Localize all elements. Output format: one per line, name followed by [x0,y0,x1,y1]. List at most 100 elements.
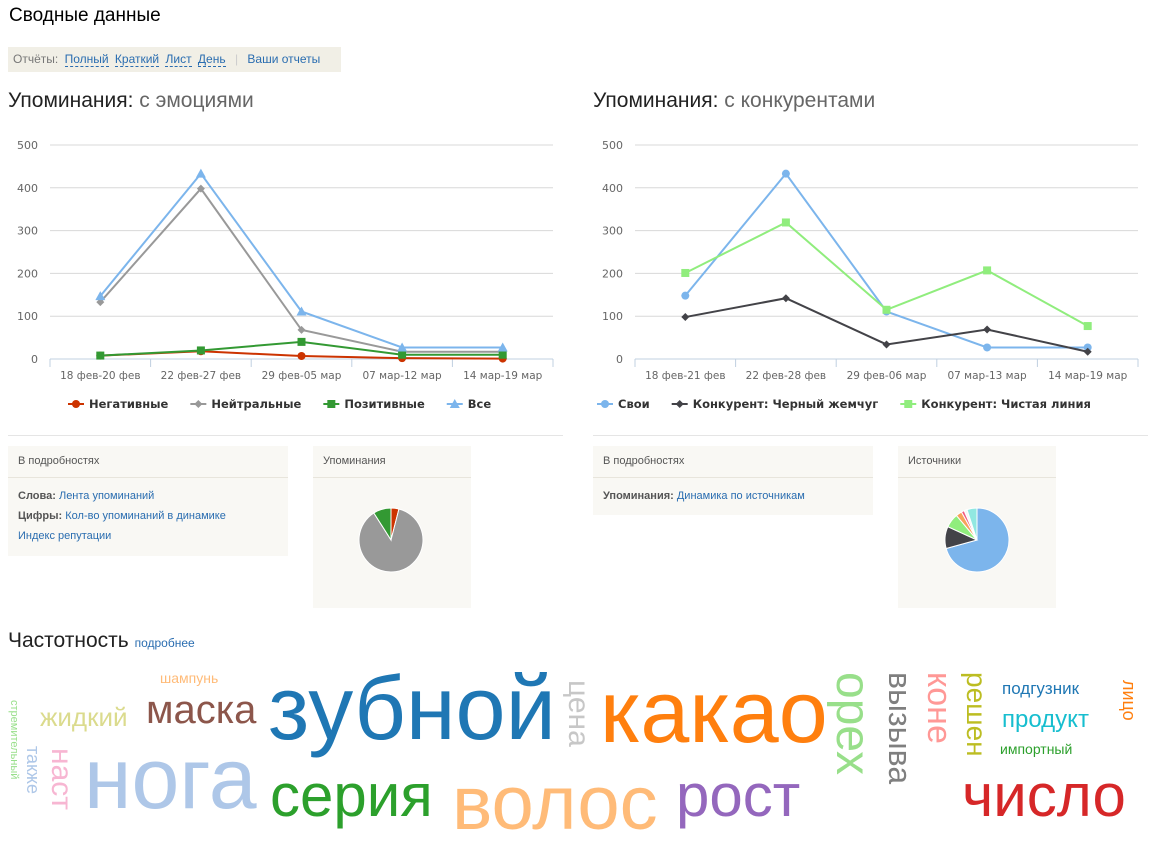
data-point [96,298,105,307]
word-жидкий[interactable]: жидкий [40,702,128,732]
sources-dynamics-link[interactable]: Динамика по источникам [676,490,805,502]
data-point [297,352,306,361]
emotions-heading: Упоминания: с эмоциями [8,89,254,113]
x-tick-label: 29 фев-05 мар [262,370,342,382]
your-reports-link[interactable]: Ваши отчеты [247,52,321,66]
data-point [96,351,105,360]
data-point [882,305,891,314]
separator: | [234,52,239,66]
details-header: В подробностях [8,446,288,478]
mentions-pie-box: Упоминания [313,446,471,608]
x-tick-label: 18 фев-21 фев [645,370,725,382]
word-стремительный[interactable]: стремительный [8,700,20,780]
emotions-title: Упоминания: [8,89,134,112]
page-title: Сводные данные [9,5,161,26]
word-шампунь[interactable]: шампунь [160,670,219,686]
reputation-index-link[interactable]: Индекс репутации [18,530,112,542]
data-point [297,337,306,346]
word-лицо[interactable]: лицо [1119,680,1139,721]
x-tick-label: 18 фев-20 фев [60,370,140,382]
frequency-heading: Частотность подробнее [8,629,195,653]
data-point [882,340,891,349]
data-point [1083,343,1092,352]
legend-marker [601,400,609,408]
word-подгузник[interactable]: подгузник [1002,679,1080,698]
legend-marker [904,400,913,408]
data-point [195,168,206,178]
data-point [196,184,205,193]
legend-marker [72,400,80,408]
sources-pie-box: Источники [898,446,1056,608]
data-point [681,313,690,322]
x-tick-label: 22 фев-27 фев [161,370,241,382]
emotions-subtitle: с эмоциями [139,89,254,112]
x-tick-label: 14 мар-19 мар [1048,370,1128,382]
data-point [498,350,507,359]
word-рост[interactable]: рост [676,762,801,829]
word-коне[interactable]: коне [920,672,958,744]
word-наст[interactable]: наст [45,748,78,810]
legend-label: Позитивные [344,397,425,411]
mentions-pie-chart [358,507,424,573]
numbers-label: Цифры: [18,510,63,522]
legend-marker [449,399,460,408]
frequency-title: Частотность [8,629,129,652]
word-какао[interactable]: какао [600,662,828,761]
divider [593,435,1148,436]
y-tick-label: 100 [17,310,38,323]
x-tick-label: 14 мар-19 мар [463,370,543,382]
divider [8,435,563,436]
pie-header: Упоминания [313,446,471,478]
competitors-details-box: В подробностях Упоминания: Динамика по и… [593,446,873,515]
legend-label: Негативные [89,397,169,411]
legend-label: Конкурент: Чистая линия [921,397,1091,411]
legend-marker [327,400,336,408]
word-волос[interactable]: волос [452,761,658,846]
x-tick-label: 29 фев-06 мар [847,370,927,382]
data-point [296,306,307,316]
legend-label: Все [468,397,492,411]
data-point [983,325,992,334]
legend-label: Конкурент: Черный жемчуг [693,397,879,411]
pie-header: Источники [898,446,1056,478]
word-орех[interactable]: орех [826,672,879,776]
mentions-dynamics-link[interactable]: Кол-во упоминаний в динамике [65,510,226,522]
data-point [781,169,790,178]
word-зубной[interactable]: зубной [268,659,556,759]
reports-bar: Отчёты: Полный Краткий Лист День | Ваши … [8,47,341,72]
word-решен[interactable]: решен [961,672,992,757]
data-point [196,346,205,355]
word-число[interactable]: число [962,762,1126,829]
data-point [398,350,407,359]
report-sheet-link[interactable]: Лист [165,52,192,67]
word-серия[interactable]: серия [270,762,433,829]
sources-pie-chart [944,507,1010,573]
word-продукт[interactable]: продукт [1002,706,1089,733]
word-вызыва[interactable]: вызыва [882,672,918,785]
frequency-more-link[interactable]: подробнее [134,636,195,650]
word-маска[interactable]: маска [146,688,257,732]
data-point [781,294,790,303]
words-label: Слова: [18,490,56,502]
word-цена[interactable]: цена [562,680,595,747]
word-нога[interactable]: нога [84,731,257,827]
y-tick-label: 400 [602,182,623,195]
word-также[interactable]: также [23,746,43,794]
competitors-title: Упоминания: [593,89,719,112]
word-импортный[interactable]: импортный [1000,741,1073,757]
data-point [297,325,306,334]
report-day-link[interactable]: День [197,52,226,67]
data-point [497,342,508,352]
pie-slice [373,507,392,542]
y-tick-label: 0 [616,353,623,366]
data-point [781,218,790,227]
y-tick-label: 400 [17,182,38,195]
pie-slice [966,507,978,541]
report-short-link[interactable]: Краткий [114,52,160,67]
report-full-link[interactable]: Полный [64,52,109,67]
mentions-feed-link[interactable]: Лента упоминаний [58,490,155,502]
y-tick-label: 300 [17,225,38,238]
data-point [681,291,690,300]
x-tick-label: 07 мар-12 мар [362,370,442,382]
emotions-line-chart: 0 100 200 300 400 500 18 фев-20 фев 22 фев-27 ф… [17,139,554,411]
